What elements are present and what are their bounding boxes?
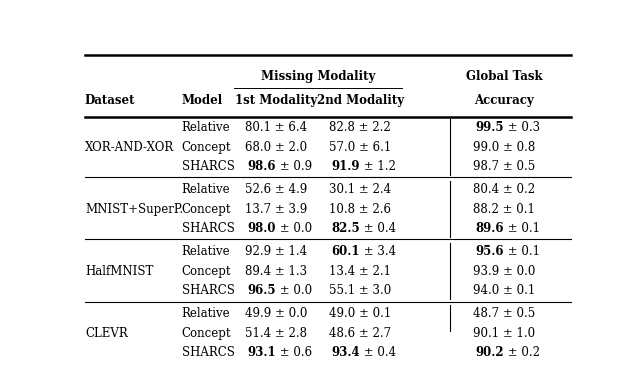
Text: 10.8 ± 2.6: 10.8 ± 2.6 (329, 203, 391, 216)
Text: ± 0.1: ± 0.1 (504, 222, 540, 235)
Text: 48.6 ± 2.7: 48.6 ± 2.7 (329, 327, 391, 340)
Text: ± 0.3: ± 0.3 (504, 121, 540, 134)
Text: 80.4 ± 0.2: 80.4 ± 0.2 (473, 183, 535, 196)
Text: 51.4 ± 2.8: 51.4 ± 2.8 (245, 327, 307, 340)
Text: 49.0 ± 0.1: 49.0 ± 0.1 (329, 307, 392, 320)
Text: 94.0 ± 0.1: 94.0 ± 0.1 (473, 284, 535, 297)
Text: 55.1 ± 3.0: 55.1 ± 3.0 (329, 284, 392, 297)
Text: 99.5: 99.5 (476, 121, 504, 134)
Text: 98.0: 98.0 (248, 222, 276, 235)
Text: 48.7 ± 0.5: 48.7 ± 0.5 (473, 307, 535, 320)
Text: SHARCS: SHARCS (182, 284, 234, 297)
Text: HalfMNIST: HalfMNIST (85, 264, 154, 278)
Text: Concept: Concept (182, 264, 231, 278)
Text: 99.0 ± 0.8: 99.0 ± 0.8 (473, 141, 535, 154)
Text: Global Task: Global Task (466, 70, 542, 83)
Text: ± 0.2: ± 0.2 (504, 346, 540, 359)
Text: Concept: Concept (182, 203, 231, 216)
Text: 88.2 ± 0.1: 88.2 ± 0.1 (473, 203, 535, 216)
Text: XOR-AND-XOR: XOR-AND-XOR (85, 141, 174, 154)
Text: 96.5: 96.5 (248, 284, 276, 297)
Text: 80.1 ± 6.4: 80.1 ± 6.4 (245, 121, 307, 134)
Text: Accuracy: Accuracy (474, 94, 534, 107)
Text: 52.6 ± 4.9: 52.6 ± 4.9 (244, 183, 307, 196)
Text: 91.9: 91.9 (332, 160, 360, 173)
Text: 49.9 ± 0.0: 49.9 ± 0.0 (244, 307, 307, 320)
Text: Relative: Relative (182, 245, 230, 258)
Text: SHARCS: SHARCS (182, 222, 234, 235)
Text: 82.5: 82.5 (332, 222, 360, 235)
Text: 98.6: 98.6 (248, 160, 276, 173)
Text: 93.4: 93.4 (332, 346, 360, 359)
Text: 90.2: 90.2 (476, 346, 504, 359)
Text: 98.7 ± 0.5: 98.7 ± 0.5 (473, 160, 535, 173)
Text: 60.1: 60.1 (332, 245, 360, 258)
Text: SHARCS: SHARCS (182, 160, 234, 173)
Text: 89.4 ± 1.3: 89.4 ± 1.3 (245, 264, 307, 278)
Text: Model: Model (182, 94, 223, 107)
Text: ± 0.4: ± 0.4 (360, 346, 396, 359)
Text: ± 0.4: ± 0.4 (360, 222, 396, 235)
Text: 13.4 ± 2.1: 13.4 ± 2.1 (329, 264, 391, 278)
Text: 93.9 ± 0.0: 93.9 ± 0.0 (473, 264, 535, 278)
Text: ± 0.1: ± 0.1 (504, 245, 540, 258)
Text: 95.6: 95.6 (476, 245, 504, 258)
Text: CLEVR: CLEVR (85, 327, 128, 340)
Text: Missing Modality: Missing Modality (261, 70, 375, 83)
Text: 82.8 ± 2.2: 82.8 ± 2.2 (330, 121, 391, 134)
Text: Relative: Relative (182, 121, 230, 134)
Text: 1st Modality: 1st Modality (235, 94, 317, 107)
Text: ± 1.2: ± 1.2 (360, 160, 396, 173)
Text: Concept: Concept (182, 327, 231, 340)
Text: Relative: Relative (182, 307, 230, 320)
Text: 89.6: 89.6 (476, 222, 504, 235)
Text: 30.1 ± 2.4: 30.1 ± 2.4 (329, 183, 391, 196)
Text: ± 3.4: ± 3.4 (360, 245, 396, 258)
Text: ± 0.9: ± 0.9 (276, 160, 312, 173)
Text: 2nd Modality: 2nd Modality (317, 94, 404, 107)
Text: Concept: Concept (182, 141, 231, 154)
Text: ± 0.0: ± 0.0 (276, 284, 312, 297)
Text: Relative: Relative (182, 183, 230, 196)
Text: 90.1 ± 1.0: 90.1 ± 1.0 (473, 327, 535, 340)
Text: 93.1: 93.1 (247, 346, 276, 359)
Text: 13.7 ± 3.9: 13.7 ± 3.9 (244, 203, 307, 216)
Text: 68.0 ± 2.0: 68.0 ± 2.0 (245, 141, 307, 154)
Text: SHARCS: SHARCS (182, 346, 234, 359)
Text: Dataset: Dataset (85, 94, 136, 107)
Text: 92.9 ± 1.4: 92.9 ± 1.4 (245, 245, 307, 258)
Text: 57.0 ± 6.1: 57.0 ± 6.1 (329, 141, 392, 154)
Text: MNIST+SuperP.: MNIST+SuperP. (85, 203, 183, 216)
Text: ± 0.6: ± 0.6 (276, 346, 312, 359)
Text: ± 0.0: ± 0.0 (276, 222, 312, 235)
